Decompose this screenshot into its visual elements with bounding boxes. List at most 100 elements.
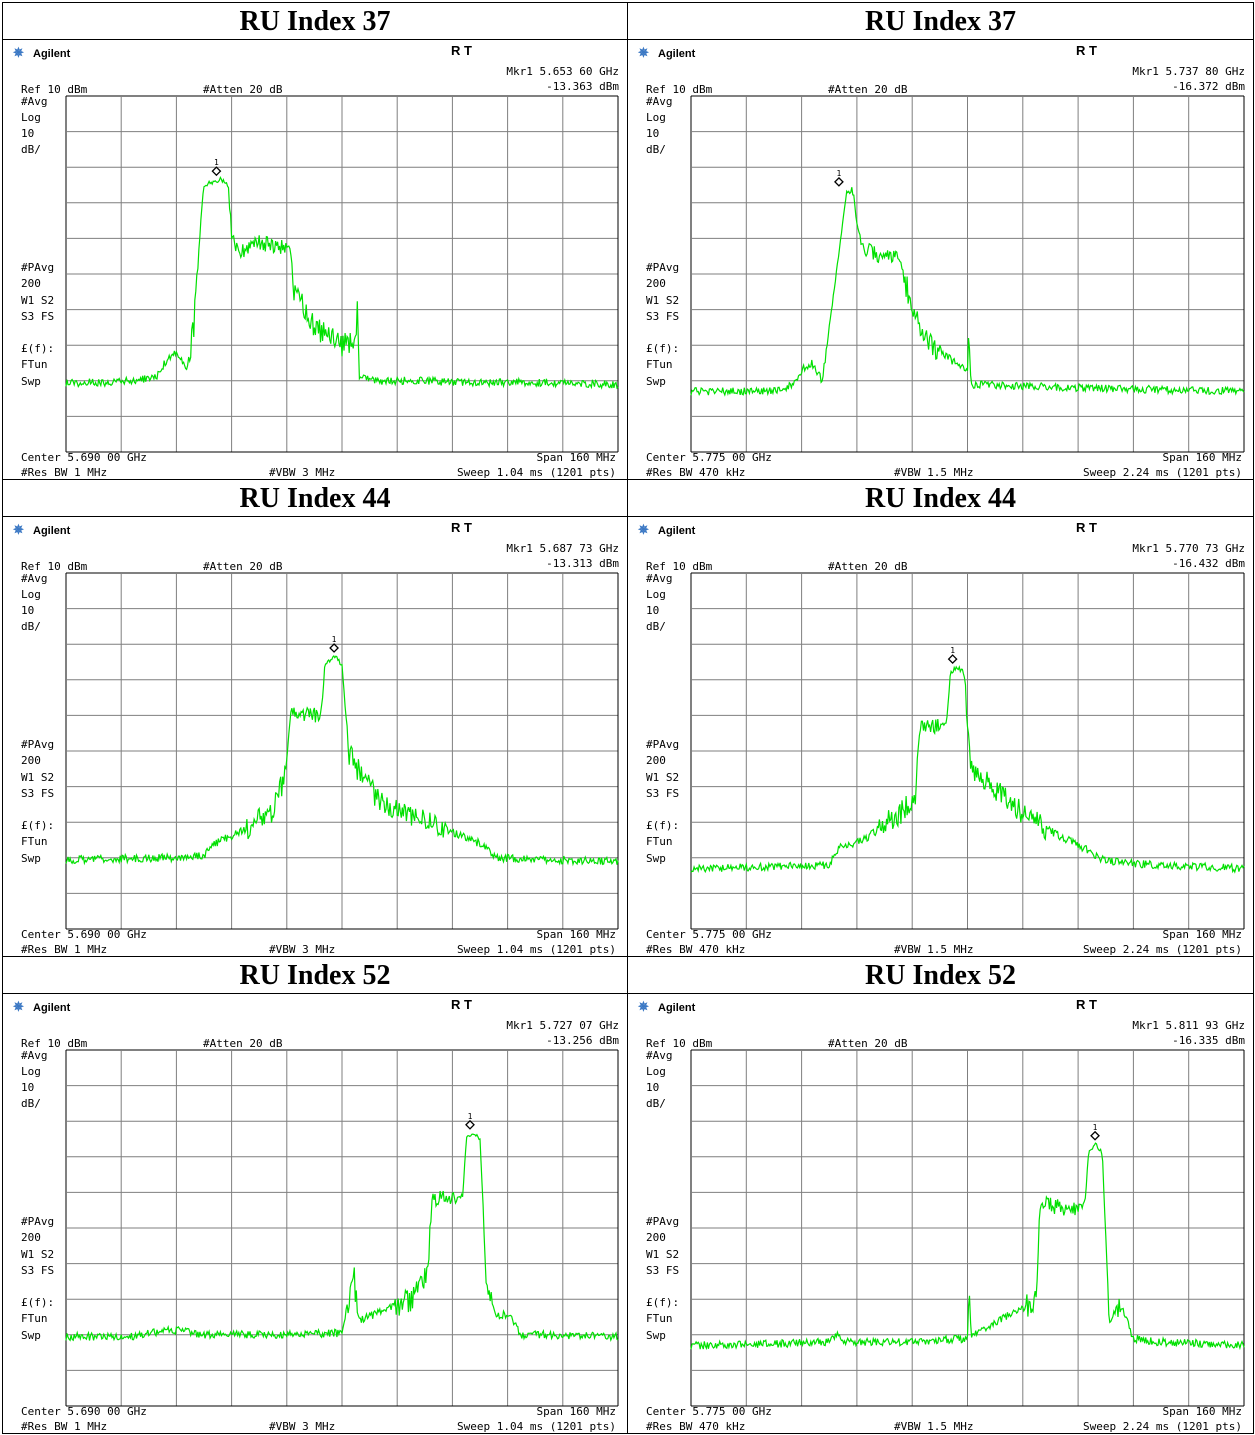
chart-title: RU Index 37 — [628, 3, 1253, 40]
agilent-logo-icon: ✵ — [12, 999, 25, 1014]
analyzer-screen: ✵ Agilent R T Mkr1 5.687 73 GHz -13.313 dBm R… — [3, 517, 627, 956]
span-label: Span 160 MHz — [537, 1405, 616, 1418]
spectrum-trace — [65, 655, 619, 867]
side-label: 200 — [646, 1231, 666, 1244]
side-label: dB/ — [21, 620, 41, 633]
chart-title: RU Index 52 — [628, 957, 1253, 994]
marker-number: 1 — [1093, 1123, 1098, 1132]
side-label: #Avg — [21, 1049, 48, 1062]
side-label: S3 FS — [646, 1264, 679, 1277]
brand-label: Agilent — [658, 525, 696, 537]
analyzer-screen: ✵ Agilent R T Mkr1 5.653 60 GHz -13.363 dBm R… — [3, 40, 627, 479]
side-label: FTun — [646, 1312, 673, 1325]
marker-diamond-icon — [329, 643, 339, 653]
marker-diamond-icon — [834, 176, 844, 187]
side-label: Swp — [21, 852, 41, 865]
side-label: 10 — [646, 604, 659, 617]
center-frequency: Center 5.690 00 GHz — [21, 928, 147, 941]
side-label: dB/ — [21, 1097, 41, 1110]
marker-diamond-icon — [947, 654, 958, 665]
side-label: 200 — [646, 277, 666, 290]
side-label: #Avg — [646, 1049, 673, 1062]
attenuation: #Atten 20 dB — [203, 560, 283, 573]
marker-readout: Mkr1 5.687 73 GHz — [506, 542, 619, 555]
side-label: S3 FS — [21, 310, 54, 323]
analyzer-svg: ✵ Agilent R T Mkr1 5.653 60 GHz -13.363 dBm R… — [12, 43, 619, 479]
side-label: S3 FS — [646, 310, 679, 323]
side-label: dB/ — [646, 143, 666, 156]
attenuation: #Atten 20 dB — [203, 83, 283, 96]
side-label: £(f): — [646, 342, 679, 355]
marker-readout: Mkr1 5.727 07 GHz — [506, 1019, 619, 1032]
side-label: 10 — [646, 127, 659, 140]
side-label: Log — [646, 1065, 666, 1078]
chart-title: RU Index 44 — [3, 480, 627, 517]
marker-number: 1 — [468, 1112, 473, 1121]
side-label: W1 S2 — [21, 771, 54, 784]
attenuation: #Atten 20 dB — [828, 1037, 908, 1050]
marker-value: -13.256 dBm — [546, 1034, 619, 1047]
resolution-bandwidth: #Res BW 1 MHz — [21, 943, 107, 956]
sweep-label: Sweep 1.04 ms (1201 pts) — [457, 1420, 616, 1433]
side-label: S3 FS — [646, 787, 679, 800]
side-label: dB/ — [646, 1097, 666, 1110]
side-label: Log — [646, 111, 666, 124]
side-label: #PAvg — [646, 1215, 679, 1228]
agilent-logo-icon: ✵ — [12, 45, 25, 60]
resolution-bandwidth: #Res BW 470 kHz — [646, 1420, 745, 1433]
side-label: Log — [21, 588, 41, 601]
spectrum-trace — [690, 187, 1245, 397]
marker-number: 1 — [332, 635, 337, 644]
spectrum-trace — [690, 664, 1245, 874]
analyzer-screen: ✵ Agilent R T Mkr1 5.737 80 GHz -16.372 dBm R… — [628, 40, 1253, 479]
chart-panel: RU Index 37 ✵ Agilent R T Mkr1 5.737 80 GHz -… — [628, 3, 1254, 480]
marker-diamond-icon — [1090, 1130, 1100, 1141]
side-label: FTun — [646, 835, 673, 848]
side-label: Log — [21, 1065, 41, 1078]
side-label: FTun — [21, 1312, 48, 1325]
status-indicator: R T — [1076, 997, 1097, 1012]
side-label: 10 — [21, 1081, 34, 1094]
chart-panel: RU Index 52 ✵ Agilent R T Mkr1 5.727 07 GHz -… — [3, 957, 628, 1434]
side-label: Swp — [21, 1329, 41, 1342]
spectrum-trace — [65, 1133, 619, 1343]
resolution-bandwidth: #Res BW 1 MHz — [21, 1420, 107, 1433]
marker-number: 1 — [950, 646, 955, 655]
chart-panel: RU Index 44 ✵ Agilent R T Mkr1 5.770 73 GHz -… — [628, 480, 1254, 957]
analyzer-screen: ✵ Agilent R T Mkr1 5.770 73 GHz -16.432 dBm R… — [628, 517, 1253, 956]
marker-diamond-icon — [465, 1119, 475, 1130]
graticule — [65, 95, 619, 453]
marker-value: -13.313 dBm — [546, 557, 619, 570]
marker-readout: Mkr1 5.737 80 GHz — [1132, 65, 1245, 78]
side-label: S3 FS — [21, 787, 54, 800]
resolution-bandwidth: #Res BW 470 kHz — [646, 943, 745, 956]
video-bandwidth: #VBW 3 MHz — [269, 466, 335, 479]
side-label: dB/ — [646, 620, 666, 633]
side-label: W1 S2 — [646, 294, 679, 307]
attenuation: #Atten 20 dB — [828, 560, 908, 573]
span-label: Span 160 MHz — [1163, 1405, 1242, 1418]
marker-diamond-icon — [211, 166, 222, 177]
agilent-logo-icon: ✵ — [637, 522, 650, 537]
marker-number: 1 — [214, 158, 219, 167]
side-label: Log — [646, 588, 666, 601]
ref-level: Ref 10 dBm — [646, 560, 713, 573]
attenuation: #Atten 20 dB — [828, 83, 908, 96]
side-label: 10 — [646, 1081, 659, 1094]
center-frequency: Center 5.775 00 GHz — [646, 928, 772, 941]
side-label: £(f): — [21, 1296, 54, 1309]
analyzer-svg: ✵ Agilent R T Mkr1 5.811 93 GHz -16.335 dBm R… — [637, 997, 1245, 1433]
side-label: W1 S2 — [21, 1248, 54, 1261]
brand-label: Agilent — [33, 48, 71, 60]
span-label: Span 160 MHz — [1163, 451, 1242, 464]
side-label: W1 S2 — [646, 1248, 679, 1261]
ref-level: Ref 10 dBm — [646, 83, 713, 96]
marker-readout: Mkr1 5.653 60 GHz — [506, 65, 619, 78]
agilent-logo-icon: ✵ — [637, 999, 650, 1014]
side-label: Swp — [646, 852, 666, 865]
center-frequency: Center 5.775 00 GHz — [646, 451, 772, 464]
marker-value: -16.372 dBm — [1172, 80, 1245, 93]
side-label: #PAvg — [21, 738, 54, 751]
ref-level: Ref 10 dBm — [21, 1037, 88, 1050]
chart-panel: RU Index 37 ✵ Agilent R T Mkr1 5.653 60 GHz -… — [3, 3, 628, 480]
